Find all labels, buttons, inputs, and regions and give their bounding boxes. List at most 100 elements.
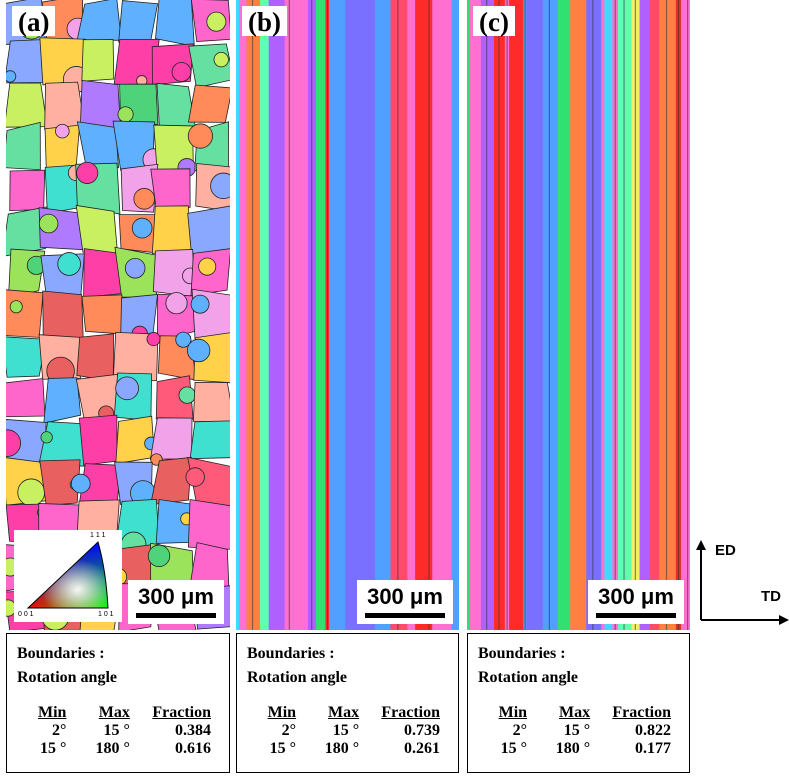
subgrain-boundary-line: [687, 0, 689, 630]
grain: [6, 378, 46, 418]
elongated-grain-band: [470, 0, 482, 630]
grain: [6, 289, 44, 338]
elongated-grain-band: [359, 0, 376, 630]
boundary-table-a: Boundaries : Rotation angle Min Max Frac…: [6, 633, 230, 773]
subgrain-boundary-line: [498, 0, 500, 630]
subgrain-boundary-line: [634, 0, 636, 630]
elongated-grain-band: [493, 0, 506, 630]
grain: [39, 459, 81, 506]
grain: [155, 0, 195, 47]
table-b-heading-2: Rotation angle: [247, 669, 347, 686]
grain: [185, 467, 205, 487]
grain: [165, 292, 188, 315]
grain: [6, 206, 48, 257]
elongated-grain-band: [315, 0, 326, 630]
elongated-grain-band: [268, 0, 286, 630]
boundary-table-c: Boundaries : Rotation angle Min Max Frac…: [467, 633, 690, 773]
grain: [57, 252, 81, 276]
grain: [147, 544, 171, 568]
grain: [6, 70, 17, 83]
table-cell: 15 °: [563, 722, 591, 739]
table-b-col-fraction: Fraction: [381, 704, 440, 721]
table-cell: 15 °: [40, 740, 67, 757]
grain: [43, 377, 82, 424]
grain: [9, 169, 46, 212]
grain: [187, 499, 230, 550]
subgrain-boundary-line: [288, 0, 290, 630]
grain-map-b-graphic: [236, 0, 459, 630]
table-c-grid: Min Max Fraction 2° 15 ° 0.822 15 ° 180 …: [468, 704, 689, 758]
table-cell: 0.822: [635, 722, 671, 739]
table-cell: 0.177: [635, 740, 671, 757]
elongated-grain-band: [570, 0, 587, 630]
direction-axes: ED TD: [693, 540, 789, 630]
grain: [210, 172, 230, 200]
table-a-col-fraction: Fraction: [152, 704, 211, 721]
scale-bar-b-line: [365, 613, 445, 618]
table-cell: 15 °: [500, 740, 528, 757]
elongated-grain-band: [681, 0, 690, 630]
subgrain-boundary-line: [311, 0, 313, 630]
table-cell: 180 °: [555, 740, 591, 757]
grain: [146, 332, 161, 347]
grain: [187, 123, 213, 149]
axes-arrows-icon: [696, 540, 789, 625]
table-b-grid: Min Max Fraction 2° 15 ° 0.739 15 ° 180 …: [237, 704, 458, 758]
grain-map-a-graphic: [6, 0, 230, 630]
grain: [149, 417, 193, 460]
table-c-col-min: Min: [498, 704, 528, 721]
grain: [124, 257, 146, 279]
grain: [9, 300, 23, 314]
ipf-triangle-icon: [26, 541, 109, 609]
grain: [186, 338, 211, 363]
grain: [17, 478, 46, 507]
scale-bar-a-line: [136, 613, 216, 618]
elongated-grain-band: [415, 0, 427, 630]
elongated-grain-band: [407, 0, 416, 630]
panel-label-a: (a): [12, 6, 56, 37]
ipf-color-legend: 1 1 1 0 0 1 1 0 1: [14, 530, 122, 622]
grain: [6, 429, 22, 457]
elongated-grain-band: [345, 0, 360, 630]
table-b-col-max: Max: [328, 704, 360, 721]
subgrain-boundary-line: [665, 0, 668, 630]
grain: [78, 414, 118, 466]
table-cell: 0.261: [404, 740, 440, 757]
grain: [76, 333, 114, 382]
elongated-grain-band: [451, 0, 459, 630]
boundary-table-b: Boundaries : Rotation angle Min Max Frac…: [236, 633, 459, 773]
scale-bar-c-line: [596, 613, 676, 618]
panel-label-c: (c): [473, 6, 515, 37]
grain: [75, 204, 119, 256]
elongated-grain-band: [649, 0, 660, 630]
subgrain-boundary-line: [623, 0, 625, 630]
table-cell: 180 °: [95, 740, 130, 757]
grain: [150, 456, 192, 506]
grain: [187, 205, 230, 257]
subgrain-boundary-line: [524, 0, 526, 630]
subgrain-boundary-line: [614, 0, 616, 630]
subgrain-boundary-line: [548, 0, 550, 630]
ipf-label-101: 1 0 1: [98, 611, 114, 618]
elongated-grain-band: [284, 0, 296, 630]
scale-bar-a-label: 300 μm: [138, 584, 214, 609]
grain: [42, 290, 84, 341]
subgrain-boundary-line: [486, 0, 488, 630]
table-cell: 15 °: [103, 722, 130, 739]
grain: [81, 39, 115, 82]
td-axis-label: TD: [761, 588, 781, 605]
elongated-grain-band: [236, 0, 240, 630]
grain: [38, 213, 59, 234]
grain: [40, 431, 53, 444]
grain: [189, 420, 230, 460]
elongated-grain-band: [480, 0, 495, 630]
grain: [76, 0, 122, 41]
grain: [55, 123, 70, 139]
elongated-grain-band: [439, 0, 453, 630]
grain: [192, 381, 230, 423]
elongated-grain-band: [432, 0, 440, 630]
grain: [76, 121, 119, 169]
elongated-grain-band: [390, 0, 408, 630]
ed-axis-label: ED: [715, 542, 736, 559]
grain: [81, 294, 124, 335]
